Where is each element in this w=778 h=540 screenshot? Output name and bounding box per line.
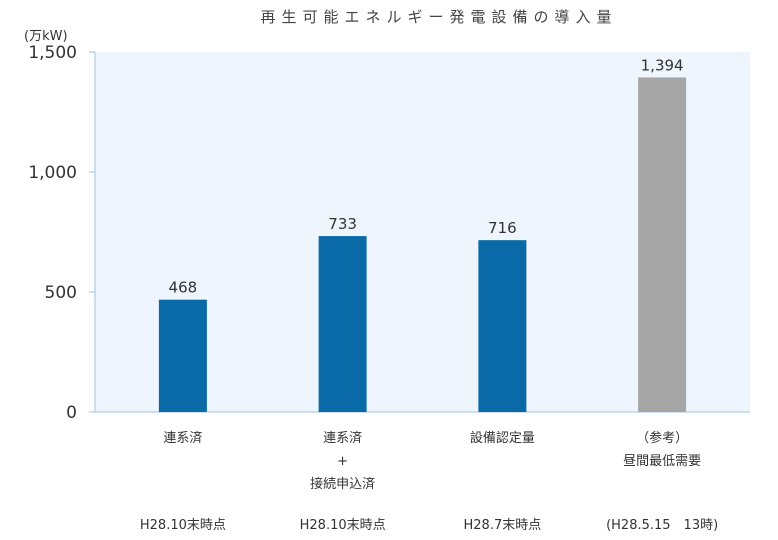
y-tick-label: 0 — [66, 403, 77, 423]
category-label: + — [337, 454, 348, 469]
category-labels: 連系済H28.10末時点連系済+接続申込済H28.10末時点設備認定量H28.7… — [140, 430, 718, 533]
bar — [318, 236, 367, 412]
date-label: H28.7末時点 — [464, 518, 542, 533]
y-tick-label: 1,000 — [28, 163, 77, 183]
date-label: H28.10末時点 — [300, 518, 386, 533]
bar — [478, 240, 527, 412]
data-label: 1,394 — [641, 56, 684, 74]
data-label: 716 — [488, 219, 517, 237]
category-label: （参考） — [636, 430, 688, 446]
category-label: 設備認定量 — [470, 430, 535, 446]
bar — [158, 299, 207, 412]
bars: 468 733 716 1,394 — [158, 56, 687, 412]
y-tick-label: 1,500 — [28, 43, 77, 63]
category-label: 昼間最低需要 — [623, 454, 701, 469]
category-label: 接続申込済 — [310, 476, 375, 492]
data-label: 733 — [328, 215, 357, 233]
date-label: (H28.5.15 13時) — [606, 518, 718, 533]
y-unit-label: (万kW) — [24, 29, 68, 44]
category-label: 連系済 — [323, 430, 362, 446]
y-tick-label: 500 — [45, 283, 77, 303]
date-label: H28.10末時点 — [140, 518, 226, 533]
bar — [638, 77, 687, 412]
category-label: 連系済 — [163, 430, 202, 446]
data-label: 468 — [169, 279, 198, 297]
chart-title: 再生可能エネルギー発電設備の導入量 — [260, 8, 617, 26]
